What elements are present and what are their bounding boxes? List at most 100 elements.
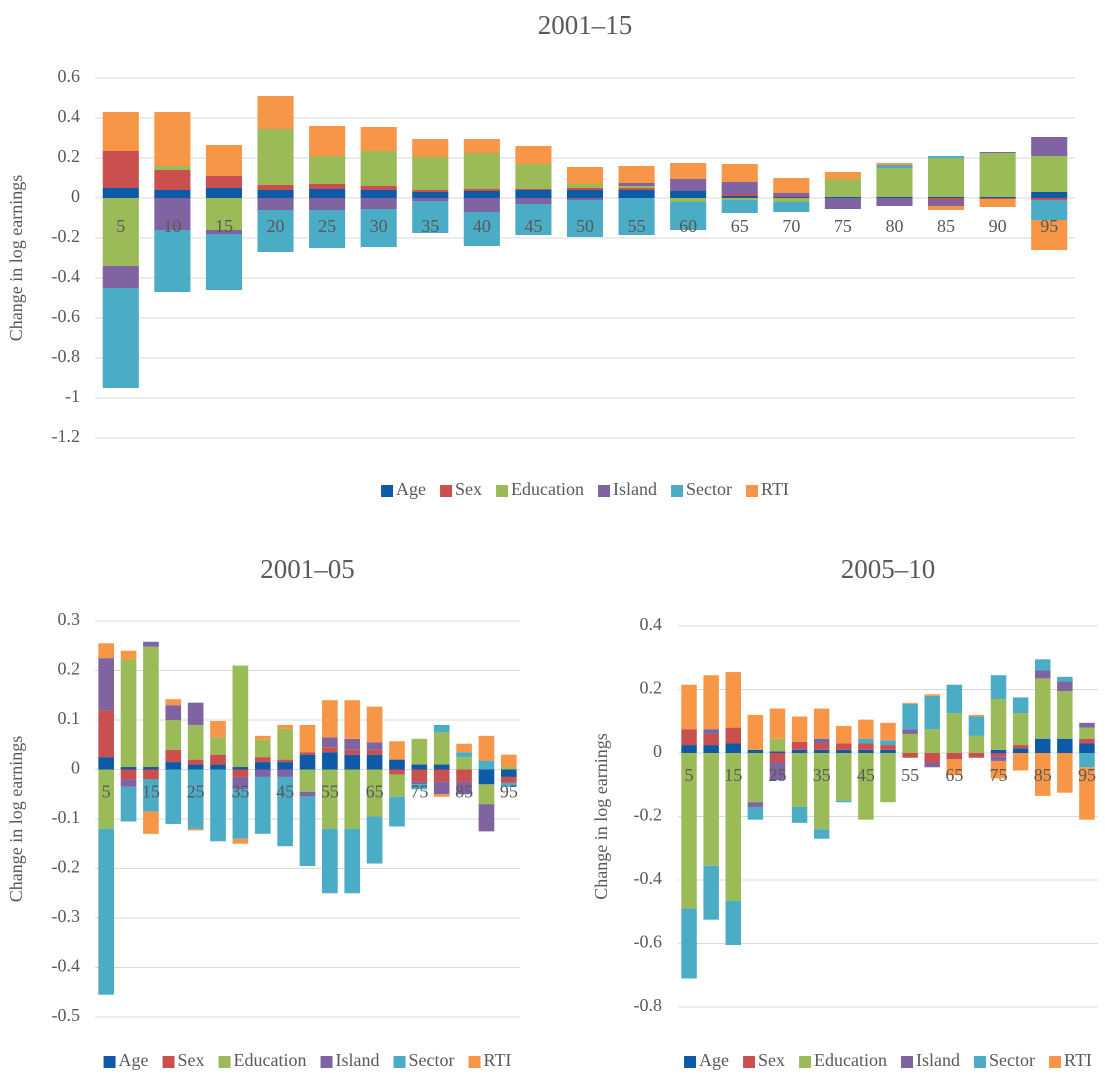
bar-segment: [515, 204, 552, 235]
bar-segment: [254, 739, 271, 758]
x-tick-label: 45: [276, 782, 294, 802]
bar-segment: [463, 153, 500, 189]
bar-segment: [1057, 681, 1073, 692]
bar-segment: [990, 749, 1007, 753]
bar-segment: [360, 209, 397, 247]
bar-segment: [1079, 743, 1095, 753]
bar-segment: [143, 767, 159, 770]
bar-segment: [1031, 137, 1068, 156]
bar-segment: [344, 828, 361, 894]
bar-segment: [618, 190, 655, 198]
bar-segment: [968, 716, 985, 736]
bar-segment: [1012, 753, 1029, 771]
bar-segment: [566, 198, 604, 200]
x-tick-label: 95: [500, 782, 518, 802]
legend-swatch: [103, 1056, 116, 1068]
bar-segment: [257, 210, 294, 252]
legend-label: Island: [336, 1050, 380, 1070]
legend-swatch: [440, 485, 453, 497]
x-tick-label: 15: [724, 765, 742, 785]
legend-swatch: [901, 1056, 914, 1068]
bar-segment: [968, 735, 985, 753]
bar-segment: [360, 186, 397, 190]
y-tick-label: 0.3: [58, 609, 81, 629]
chart-panel: 2001–05 Change in log earnings -0.5 -0.4 -0.…: [6, 554, 520, 1070]
bar-segment: [366, 816, 383, 864]
bar-segment: [205, 145, 242, 176]
bar-segment: [478, 784, 495, 805]
x-tick-label: 95: [1040, 216, 1058, 236]
bar-segment: [990, 756, 1007, 761]
bar-segment: [98, 643, 115, 659]
x-tick-label: 65: [366, 782, 384, 802]
bar-segment: [1031, 156, 1068, 192]
bar-segment: [120, 769, 137, 780]
bar-segment: [824, 172, 861, 179]
bar-segment: [360, 151, 397, 186]
bar-segment: [344, 749, 361, 755]
bar-segment: [143, 646, 159, 768]
bar-segment: [411, 781, 428, 785]
bar-segment: [515, 146, 552, 164]
bar-segment: [344, 769, 361, 829]
y-tick-label: -0.4: [52, 956, 81, 976]
bar-segment: [990, 760, 1007, 779]
bar-segment: [232, 769, 249, 777]
bar-segment: [1031, 192, 1068, 198]
bar-segment: [389, 769, 405, 775]
bar-segment: [102, 112, 139, 151]
x-tick-label: 25: [187, 782, 205, 802]
bar-segment: [946, 753, 963, 760]
x-tick-label: 15: [142, 782, 160, 802]
legend-label: Sector: [409, 1050, 455, 1070]
bar-segment: [277, 776, 293, 847]
bar-segment: [254, 735, 271, 740]
y-tick-label: 0.2: [58, 659, 81, 679]
y-tick-label: -0.2: [52, 857, 81, 877]
bar-segment: [456, 757, 472, 770]
bar-segment: [412, 192, 449, 198]
bar-segment: [1035, 738, 1051, 753]
bar-segment: [836, 753, 852, 801]
bar-segment: [309, 184, 346, 189]
x-tick-label: 40: [473, 216, 491, 236]
bar-segment: [928, 200, 965, 206]
chart-title: 2001–05: [260, 554, 355, 584]
bar-segment: [836, 743, 852, 750]
x-tick-label: 75: [410, 782, 428, 802]
bar-segment: [463, 189, 500, 191]
bar-segment: [1012, 713, 1029, 746]
y-tick-label: 0: [653, 741, 662, 761]
bar-segment: [566, 184, 604, 188]
x-tick-label: 85: [455, 782, 473, 802]
bar-segment: [210, 737, 226, 755]
bar-segment: [979, 199, 1016, 207]
bar-segment: [1079, 767, 1095, 820]
bar-segment: [836, 726, 852, 744]
bar-segment: [1057, 691, 1073, 739]
bar-segment: [277, 769, 293, 777]
bar-segment: [120, 767, 137, 770]
bar-segment: [232, 838, 249, 844]
bar-segment: [120, 659, 137, 768]
bar-segment: [670, 179, 707, 191]
bar-segment: [721, 182, 758, 194]
bar-segment: [344, 738, 361, 750]
bar-segment: [1031, 220, 1068, 250]
bar-segment: [500, 754, 517, 768]
bar-segment: [990, 699, 1007, 750]
bar-segment: [880, 745, 896, 750]
bar-segment: [990, 753, 1007, 757]
bar-segment: [165, 749, 182, 763]
bar-segment: [703, 745, 719, 753]
bar-segment: [360, 127, 397, 151]
bar-segment: [725, 727, 741, 744]
bar-segment: [858, 749, 874, 753]
x-tick-label: 60: [679, 216, 697, 236]
legend-label: Island: [613, 479, 657, 499]
bar-segment: [187, 702, 204, 725]
bar-segment: [478, 760, 495, 770]
x-tick-label: 25: [768, 765, 786, 785]
bar-segment: [1057, 676, 1073, 682]
bar-segment: [456, 781, 472, 795]
